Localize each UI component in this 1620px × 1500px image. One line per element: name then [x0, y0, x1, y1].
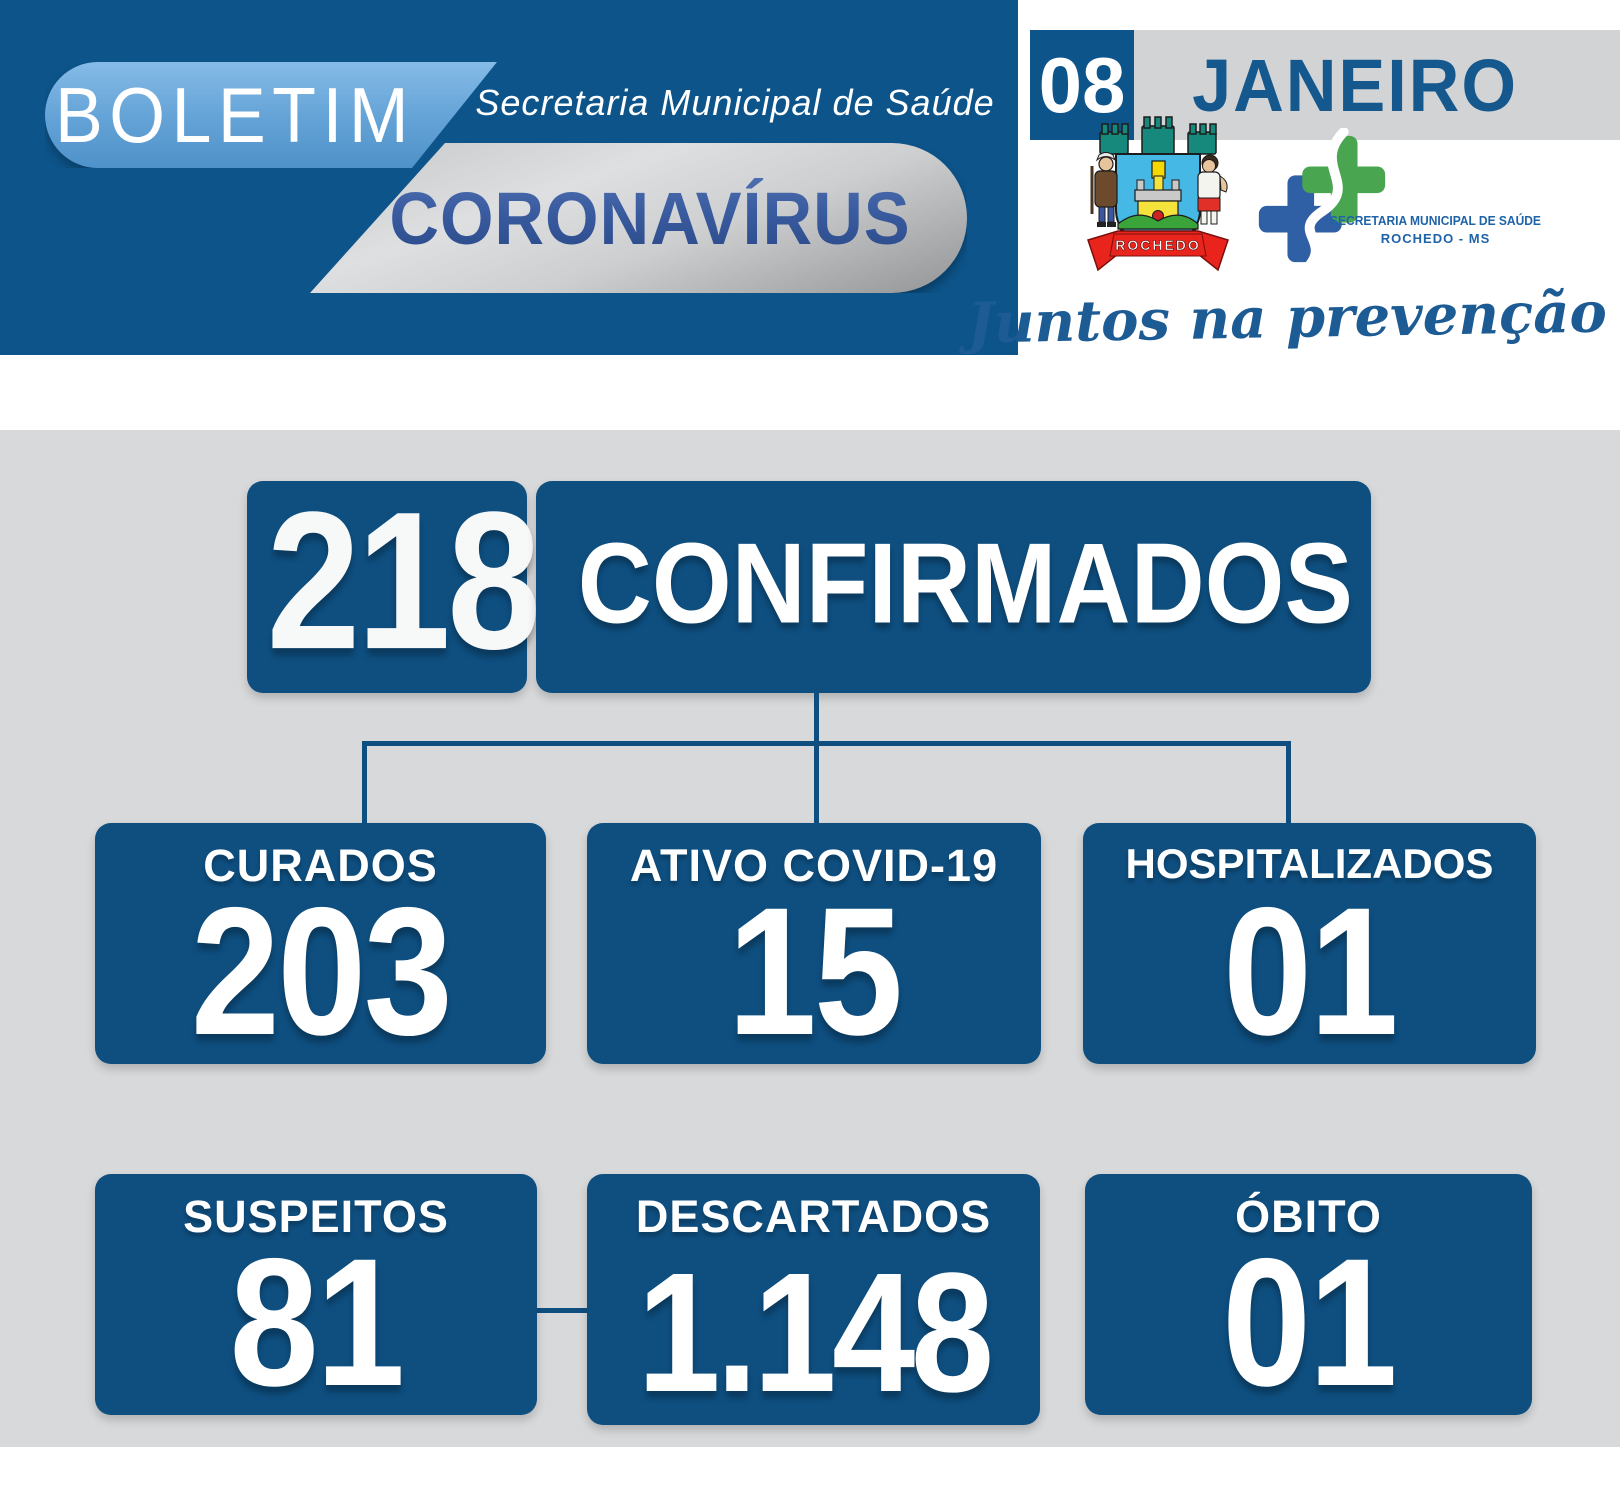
total-value: 218	[266, 471, 541, 691]
date-day: 08	[1030, 30, 1134, 140]
secretaria-line1: SECRETARIA MUNICIPAL DE SAÚDE	[1330, 214, 1541, 228]
stat-label: ATIVO COVID-19	[629, 840, 999, 891]
health-secretariat-caption: SECRETARIA MUNICIPAL DE SAÚDE ROCHEDO - …	[1318, 214, 1553, 246]
crest-crown	[1099, 116, 1217, 155]
stat-box-ativo-covid: ATIVO COVID-19 15	[587, 823, 1041, 1064]
date-month: JANEIRO	[1192, 43, 1518, 127]
secretaria-line2: ROCHEDO - MS	[1380, 231, 1491, 246]
stat-value: 1.148	[637, 1237, 994, 1428]
coronavirus-title: CORONAVÍRUS	[366, 143, 933, 293]
stat-label: ÓBITO	[1235, 1191, 1382, 1242]
logo-swoosh	[1302, 128, 1349, 270]
rochedo-crest-logo: ROCHEDO	[1087, 116, 1229, 272]
slogan-script: Juntos na prevenção	[966, 279, 1608, 357]
health-secretariat-logo	[1258, 128, 1386, 270]
crest-ribbon-text: ROCHEDO	[1115, 237, 1201, 253]
stat-label: SUSPEITOS	[183, 1191, 449, 1242]
boletim-ribbon	[45, 62, 497, 168]
stat-box-obito: ÓBITO 01	[1085, 1174, 1532, 1415]
stat-label: DESCARTADOS	[635, 1191, 992, 1242]
crest-right-figure	[1197, 154, 1228, 225]
connector-stem	[814, 693, 819, 743]
stat-label: CURADOS	[203, 840, 438, 891]
total-label: CONFIRMADOS	[577, 520, 1353, 648]
connector-drop-center	[814, 741, 819, 823]
connector-suspeitos-descartados	[530, 1308, 594, 1313]
stat-value: 15	[727, 868, 904, 1073]
stat-label: HOSPITALIZADOS	[1125, 840, 1494, 887]
stat-value: 81	[229, 1219, 406, 1424]
stat-value: 01	[1222, 1219, 1398, 1424]
connector-crossbar	[362, 741, 1291, 746]
stat-value: 203	[190, 868, 453, 1073]
connector-drop-right	[1286, 741, 1291, 823]
total-label-box: CONFIRMADOS	[536, 481, 1371, 693]
connector-drop-left	[362, 741, 367, 823]
stat-box-suspeitos: SUSPEITOS 81	[95, 1174, 537, 1415]
stat-box-descartados: DESCARTADOS 1.148	[587, 1174, 1040, 1425]
boletim-title: BOLETIM	[54, 70, 416, 159]
stat-value: 01	[1223, 868, 1399, 1073]
stat-box-hospitalizados: HOSPITALIZADOS 01	[1083, 823, 1536, 1064]
total-value-box: 218	[247, 471, 541, 693]
stats-panel: 218 CONFIRMADOS CURADOS 203 ATIVO COVID-…	[0, 430, 1620, 1447]
stat-box-curados: CURADOS 203	[95, 823, 546, 1064]
crest-left-figure	[1090, 152, 1118, 227]
header-subtitle: Secretaria Municipal de Saúde	[475, 82, 995, 123]
crest-ribbon: ROCHEDO	[1087, 230, 1229, 272]
